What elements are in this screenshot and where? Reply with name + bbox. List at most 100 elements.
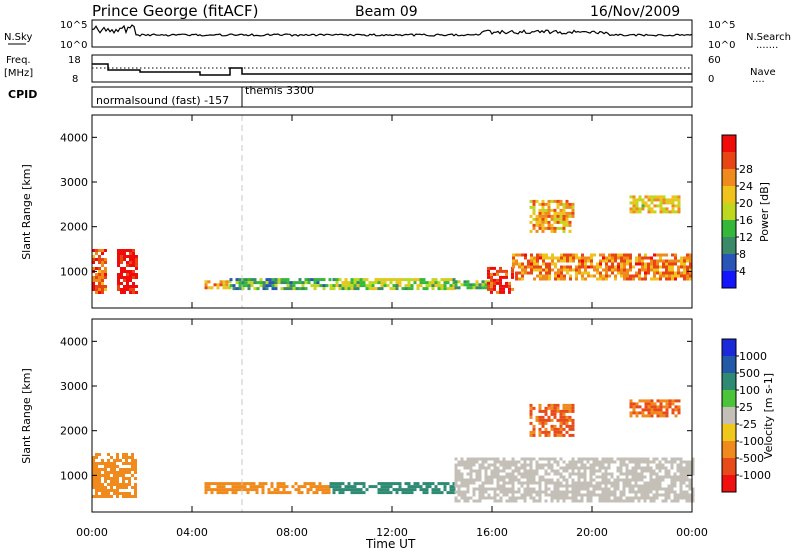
echo-cell	[566, 265, 569, 269]
echo-cell	[643, 487, 647, 491]
echo-cell	[676, 475, 680, 479]
echo-cell	[283, 278, 287, 282]
echo-cell	[487, 457, 491, 461]
echo-cell	[460, 283, 464, 287]
echo-cell	[670, 475, 674, 479]
echo-cell	[559, 199, 563, 203]
echo-cell	[650, 408, 654, 412]
echo-cell	[135, 264, 138, 267]
echo-cell	[523, 490, 527, 494]
echo-cell	[481, 283, 485, 287]
echo-cell	[110, 471, 113, 474]
echo-cell	[673, 490, 677, 494]
echo-cell	[95, 288, 98, 291]
echo-cell	[289, 287, 293, 291]
echo-cell	[641, 262, 644, 266]
echo-cell	[673, 475, 677, 479]
echo-cell	[560, 271, 563, 275]
echo-cell	[341, 284, 345, 288]
echo-cell	[207, 485, 211, 489]
power-colorbar-label: Power [dB]	[758, 182, 771, 242]
echo-cell	[377, 488, 381, 492]
echo-cell	[101, 258, 104, 261]
echo-cell	[443, 482, 447, 486]
echo-cell	[268, 284, 272, 288]
echo-cell	[662, 207, 666, 211]
colorbar-frame	[721, 134, 737, 289]
echo-cell	[282, 488, 286, 492]
echo-cell	[604, 493, 608, 497]
echo-cell	[538, 202, 542, 206]
echo-cell	[547, 403, 551, 407]
echo-cell	[667, 469, 671, 473]
echo-cell	[565, 223, 569, 227]
echo-cell	[508, 472, 512, 476]
echo-cell	[398, 485, 402, 489]
echo-cell	[454, 481, 458, 485]
echo-cell	[649, 499, 653, 503]
echo-cell	[533, 262, 536, 266]
echo-cell	[565, 430, 569, 434]
echo-cell	[548, 265, 551, 269]
echo-cell	[228, 482, 232, 486]
echo-cell	[544, 217, 548, 221]
echo-cell	[496, 481, 500, 485]
echo-cell	[568, 424, 572, 428]
echo-cell	[557, 271, 560, 275]
echo-cell	[670, 490, 674, 494]
echo-cell	[559, 424, 563, 428]
echo-cell	[116, 492, 119, 495]
echo-cell	[490, 287, 493, 291]
echo-cell	[478, 478, 482, 482]
echo-cell	[452, 482, 456, 486]
echo-cell	[132, 261, 135, 264]
echo-cell	[511, 269, 514, 273]
colorbar-swatch	[722, 237, 736, 255]
echo-cell	[523, 472, 527, 476]
echo-cell	[685, 472, 689, 476]
echo-cell	[686, 277, 689, 281]
echo-cell	[529, 460, 533, 464]
echo-cell	[104, 249, 107, 252]
echo-cell	[104, 462, 107, 465]
echo-cell	[662, 262, 665, 266]
echo-cell	[101, 489, 104, 492]
echo-cell	[644, 256, 647, 260]
echo-cell	[685, 475, 689, 479]
echo-cell	[647, 411, 651, 415]
echo-cell	[680, 259, 683, 263]
echo-cell	[341, 488, 345, 492]
echo-cell	[644, 408, 648, 412]
colorbar-swatch	[722, 186, 736, 204]
echo-cell	[613, 490, 617, 494]
echo-cell	[665, 271, 668, 275]
echo-cell	[530, 253, 533, 257]
echo-cell	[673, 496, 677, 500]
echo-cell	[689, 274, 692, 278]
echo-cell	[380, 284, 384, 288]
echo-cell	[580, 487, 584, 491]
echo-cell	[101, 486, 104, 489]
colorbar-swatch	[722, 356, 736, 374]
echo-cell	[544, 202, 548, 206]
echo-cell	[565, 469, 569, 473]
echo-cell	[550, 223, 554, 227]
echo-cell	[341, 281, 345, 285]
echo-cell	[655, 484, 659, 488]
echo-cell	[538, 496, 542, 500]
echo-cell	[466, 463, 470, 467]
echo-cell	[335, 281, 339, 285]
echo-cell	[598, 493, 602, 497]
echo-cell	[644, 414, 648, 418]
echo-cell	[626, 256, 629, 260]
echo-cell	[683, 277, 686, 281]
echo-cell	[586, 457, 590, 461]
echo-cell	[589, 466, 593, 470]
echo-cell	[658, 466, 662, 470]
echo-cell	[92, 279, 95, 282]
echo-cell	[614, 265, 617, 269]
echo-cell	[104, 261, 107, 264]
echo-cell	[589, 463, 593, 467]
echo-cell	[383, 491, 387, 495]
echo-cell	[596, 265, 599, 269]
